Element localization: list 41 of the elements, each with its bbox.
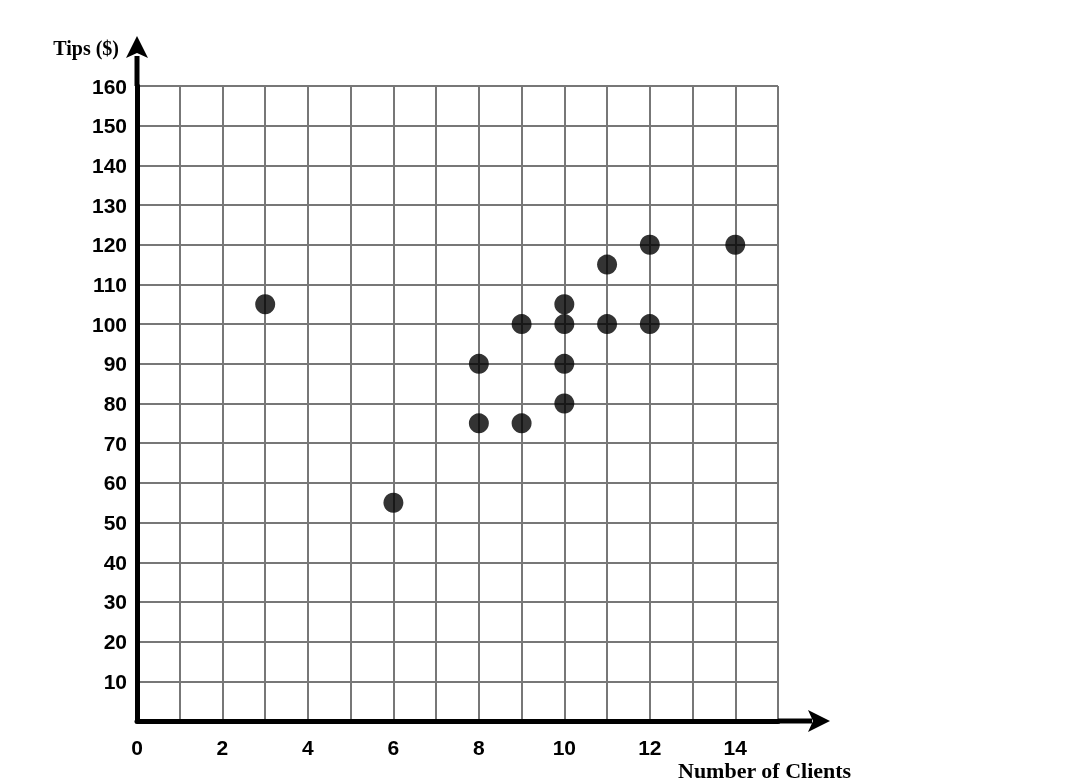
y-tick-label: 80 [103, 392, 127, 415]
y-tick-label: 50 [103, 511, 127, 535]
point [383, 492, 404, 513]
point [511, 413, 532, 434]
y-tick-label: 160 [91, 74, 127, 98]
x-tick-label: 4 [302, 736, 315, 759]
y-tick-label: 40 [103, 550, 127, 574]
x-tick-label: 14 [723, 736, 748, 759]
point [554, 353, 575, 374]
x-tick-label: 0 [131, 736, 143, 759]
point [725, 234, 746, 255]
y-tick-label: 10 [103, 669, 127, 693]
x-tick-label: 6 [387, 736, 400, 759]
y-tick-label: 70 [103, 431, 127, 455]
point [468, 413, 489, 434]
y-axis-title: Tips ($) [53, 37, 119, 60]
y-tick-label: 30 [103, 590, 127, 614]
y-tick-label: 150 [91, 114, 127, 138]
x-axis-title: Number of Clients [678, 757, 852, 782]
point [597, 314, 618, 335]
y-tick-label: 60 [103, 471, 127, 495]
y-tick-label: 90 [103, 352, 127, 376]
point [554, 393, 575, 414]
x-tick-label: 2 [216, 736, 229, 759]
y-tick-label: 130 [91, 193, 127, 217]
point [468, 353, 489, 374]
point [597, 254, 618, 275]
point [639, 234, 660, 255]
point [511, 314, 532, 335]
y-tick-label: 120 [91, 233, 127, 257]
point [554, 294, 575, 315]
point [255, 294, 276, 315]
y-tick-label: 140 [91, 153, 127, 177]
y-tick-label: 20 [103, 630, 127, 654]
point [554, 314, 575, 335]
y-tick-label: 100 [91, 312, 127, 336]
x-tick-label: 8 [473, 736, 486, 759]
point [639, 314, 660, 335]
x-tick-label: 12 [638, 736, 662, 759]
x-tick-label: 10 [552, 736, 577, 759]
y-tick-label: 110 [93, 272, 127, 296]
